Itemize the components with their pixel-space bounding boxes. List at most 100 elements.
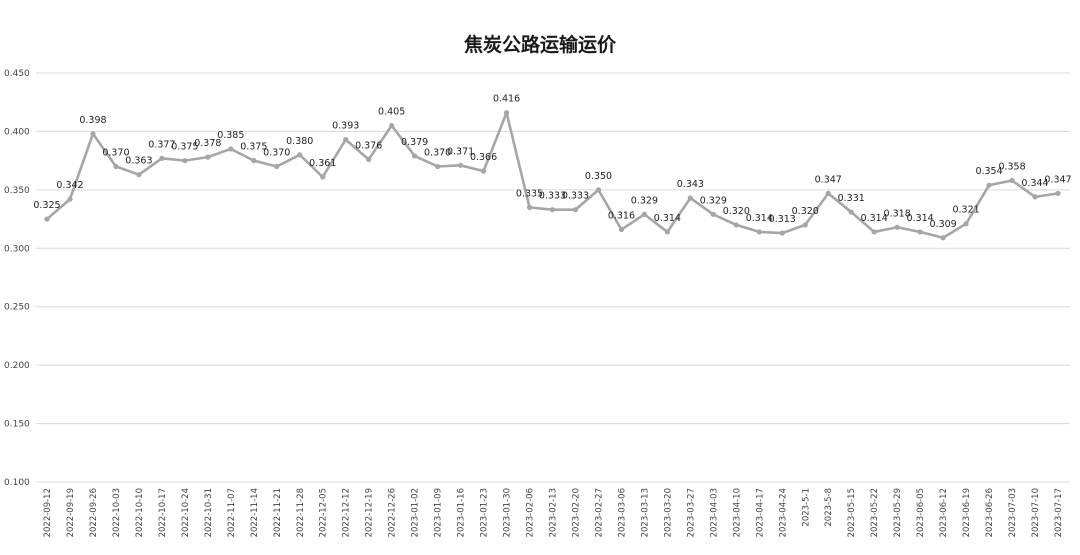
x-tick-label: 2022-10-03 — [112, 488, 122, 537]
x-tick-label: 2023-04-24 — [778, 488, 788, 537]
data-label: 0.318 — [884, 208, 911, 219]
data-label: 0.385 — [217, 130, 244, 141]
data-point — [320, 174, 326, 180]
y-tick-label: 0.450 — [4, 69, 30, 79]
data-point — [986, 182, 992, 188]
data-point — [67, 196, 73, 202]
x-tick-label: 2023-02-06 — [526, 488, 536, 537]
data-label: 0.393 — [332, 121, 359, 132]
data-point — [182, 158, 188, 164]
y-tick-label: 0.150 — [4, 420, 30, 430]
data-label: 0.379 — [401, 137, 428, 148]
data-label: 0.320 — [792, 206, 819, 217]
data-label: 0.416 — [493, 94, 520, 105]
data-label: 0.366 — [470, 152, 497, 163]
data-point — [549, 207, 556, 213]
data-label: 0.354 — [975, 166, 1002, 177]
data-point — [710, 211, 716, 217]
data-point — [113, 163, 119, 170]
data-label: 0.358 — [998, 162, 1025, 173]
data-label: 0.378 — [194, 138, 221, 149]
x-tick-label: 2022-10-31 — [204, 488, 214, 537]
x-tick-label: 2022-09-19 — [66, 488, 76, 537]
y-tick-label: 0.250 — [4, 303, 30, 313]
x-tick-label: 2022-11-14 — [250, 488, 260, 537]
data-point — [595, 187, 602, 193]
data-label: 0.313 — [769, 214, 796, 225]
data-label: 0.347 — [1044, 174, 1071, 185]
data-label: 0.375 — [171, 142, 198, 153]
data-label: 0.329 — [700, 195, 727, 206]
data-point — [136, 172, 142, 178]
data-point — [44, 216, 50, 222]
data-label: 0.377 — [148, 139, 175, 150]
data-point — [687, 195, 693, 201]
data-point — [457, 162, 464, 168]
data-point — [733, 222, 739, 228]
data-point — [756, 229, 762, 235]
data-point — [1055, 190, 1061, 196]
data-point — [435, 163, 441, 170]
data-label: 0.350 — [585, 171, 612, 182]
x-tick-label: 2023-01-16 — [457, 488, 467, 537]
x-tick-label: 2022-11-28 — [296, 488, 306, 537]
x-tick-label: 2023-5-8 — [824, 488, 834, 527]
data-point — [480, 168, 487, 174]
x-tick-label: 2022-10-17 — [158, 488, 168, 537]
y-tick-label: 0.300 — [4, 244, 30, 254]
x-tick-label: 2023-01-02 — [411, 488, 421, 537]
y-tick-label: 0.200 — [4, 361, 30, 371]
data-point — [802, 222, 808, 228]
data-point — [848, 209, 854, 215]
x-tick-label: 2023-04-03 — [709, 488, 719, 537]
x-tick-label: 2023-05-15 — [847, 488, 857, 537]
data-point — [90, 131, 96, 137]
data-point — [940, 235, 946, 241]
data-point — [412, 153, 418, 159]
data-point — [274, 163, 280, 170]
x-tick-label: 2022-11-21 — [273, 488, 283, 537]
data-label: 0.370 — [424, 147, 451, 158]
x-tick-label: 2022-11-07 — [227, 488, 237, 537]
x-tick-label: 2023-07-03 — [1008, 488, 1018, 537]
x-tick-label: 2022-10-10 — [135, 488, 145, 537]
data-point — [159, 155, 165, 161]
x-tick-label: 2023-05-22 — [870, 488, 880, 537]
data-point — [503, 110, 510, 116]
data-label: 0.371 — [447, 146, 474, 157]
x-tick-label: 2023-03-20 — [663, 488, 673, 537]
data-point — [1009, 177, 1015, 184]
data-point — [618, 226, 625, 233]
data-point — [251, 158, 257, 164]
data-point — [389, 122, 395, 129]
x-tick-label: 2023-03-27 — [686, 488, 696, 537]
x-tick-label: 2023-06-05 — [916, 488, 926, 537]
data-label: 0.344 — [1021, 178, 1048, 189]
data-label: 0.380 — [286, 136, 313, 147]
data-label: 0.347 — [815, 174, 842, 185]
x-tick-label: 2023-07-17 — [1054, 488, 1064, 537]
data-label: 0.405 — [378, 107, 405, 118]
data-label: 0.361 — [309, 158, 336, 169]
x-tick-label: 2023-02-20 — [571, 488, 581, 537]
data-label: 0.342 — [56, 180, 83, 191]
x-tick-label: 2023-01-09 — [434, 488, 444, 537]
data-point — [526, 204, 533, 210]
data-label: 0.309 — [930, 219, 957, 230]
data-point — [871, 229, 877, 235]
x-tick-label: 2023-02-27 — [594, 488, 604, 537]
data-point — [366, 156, 372, 163]
x-tick-label: 2023-5-1 — [801, 488, 811, 527]
data-label: 0.316 — [608, 211, 635, 222]
data-label: 0.314 — [654, 213, 681, 224]
x-tick-label: 2022-12-19 — [365, 488, 375, 537]
x-tick-label: 2022-09-26 — [89, 488, 99, 537]
x-tick-label: 2023-05-29 — [893, 488, 903, 537]
data-point — [664, 229, 670, 235]
x-tick-label: 2023-06-26 — [985, 488, 995, 537]
data-point — [572, 207, 579, 213]
x-tick-label: 2023-07-10 — [1031, 488, 1041, 537]
data-label: 0.329 — [631, 195, 658, 206]
